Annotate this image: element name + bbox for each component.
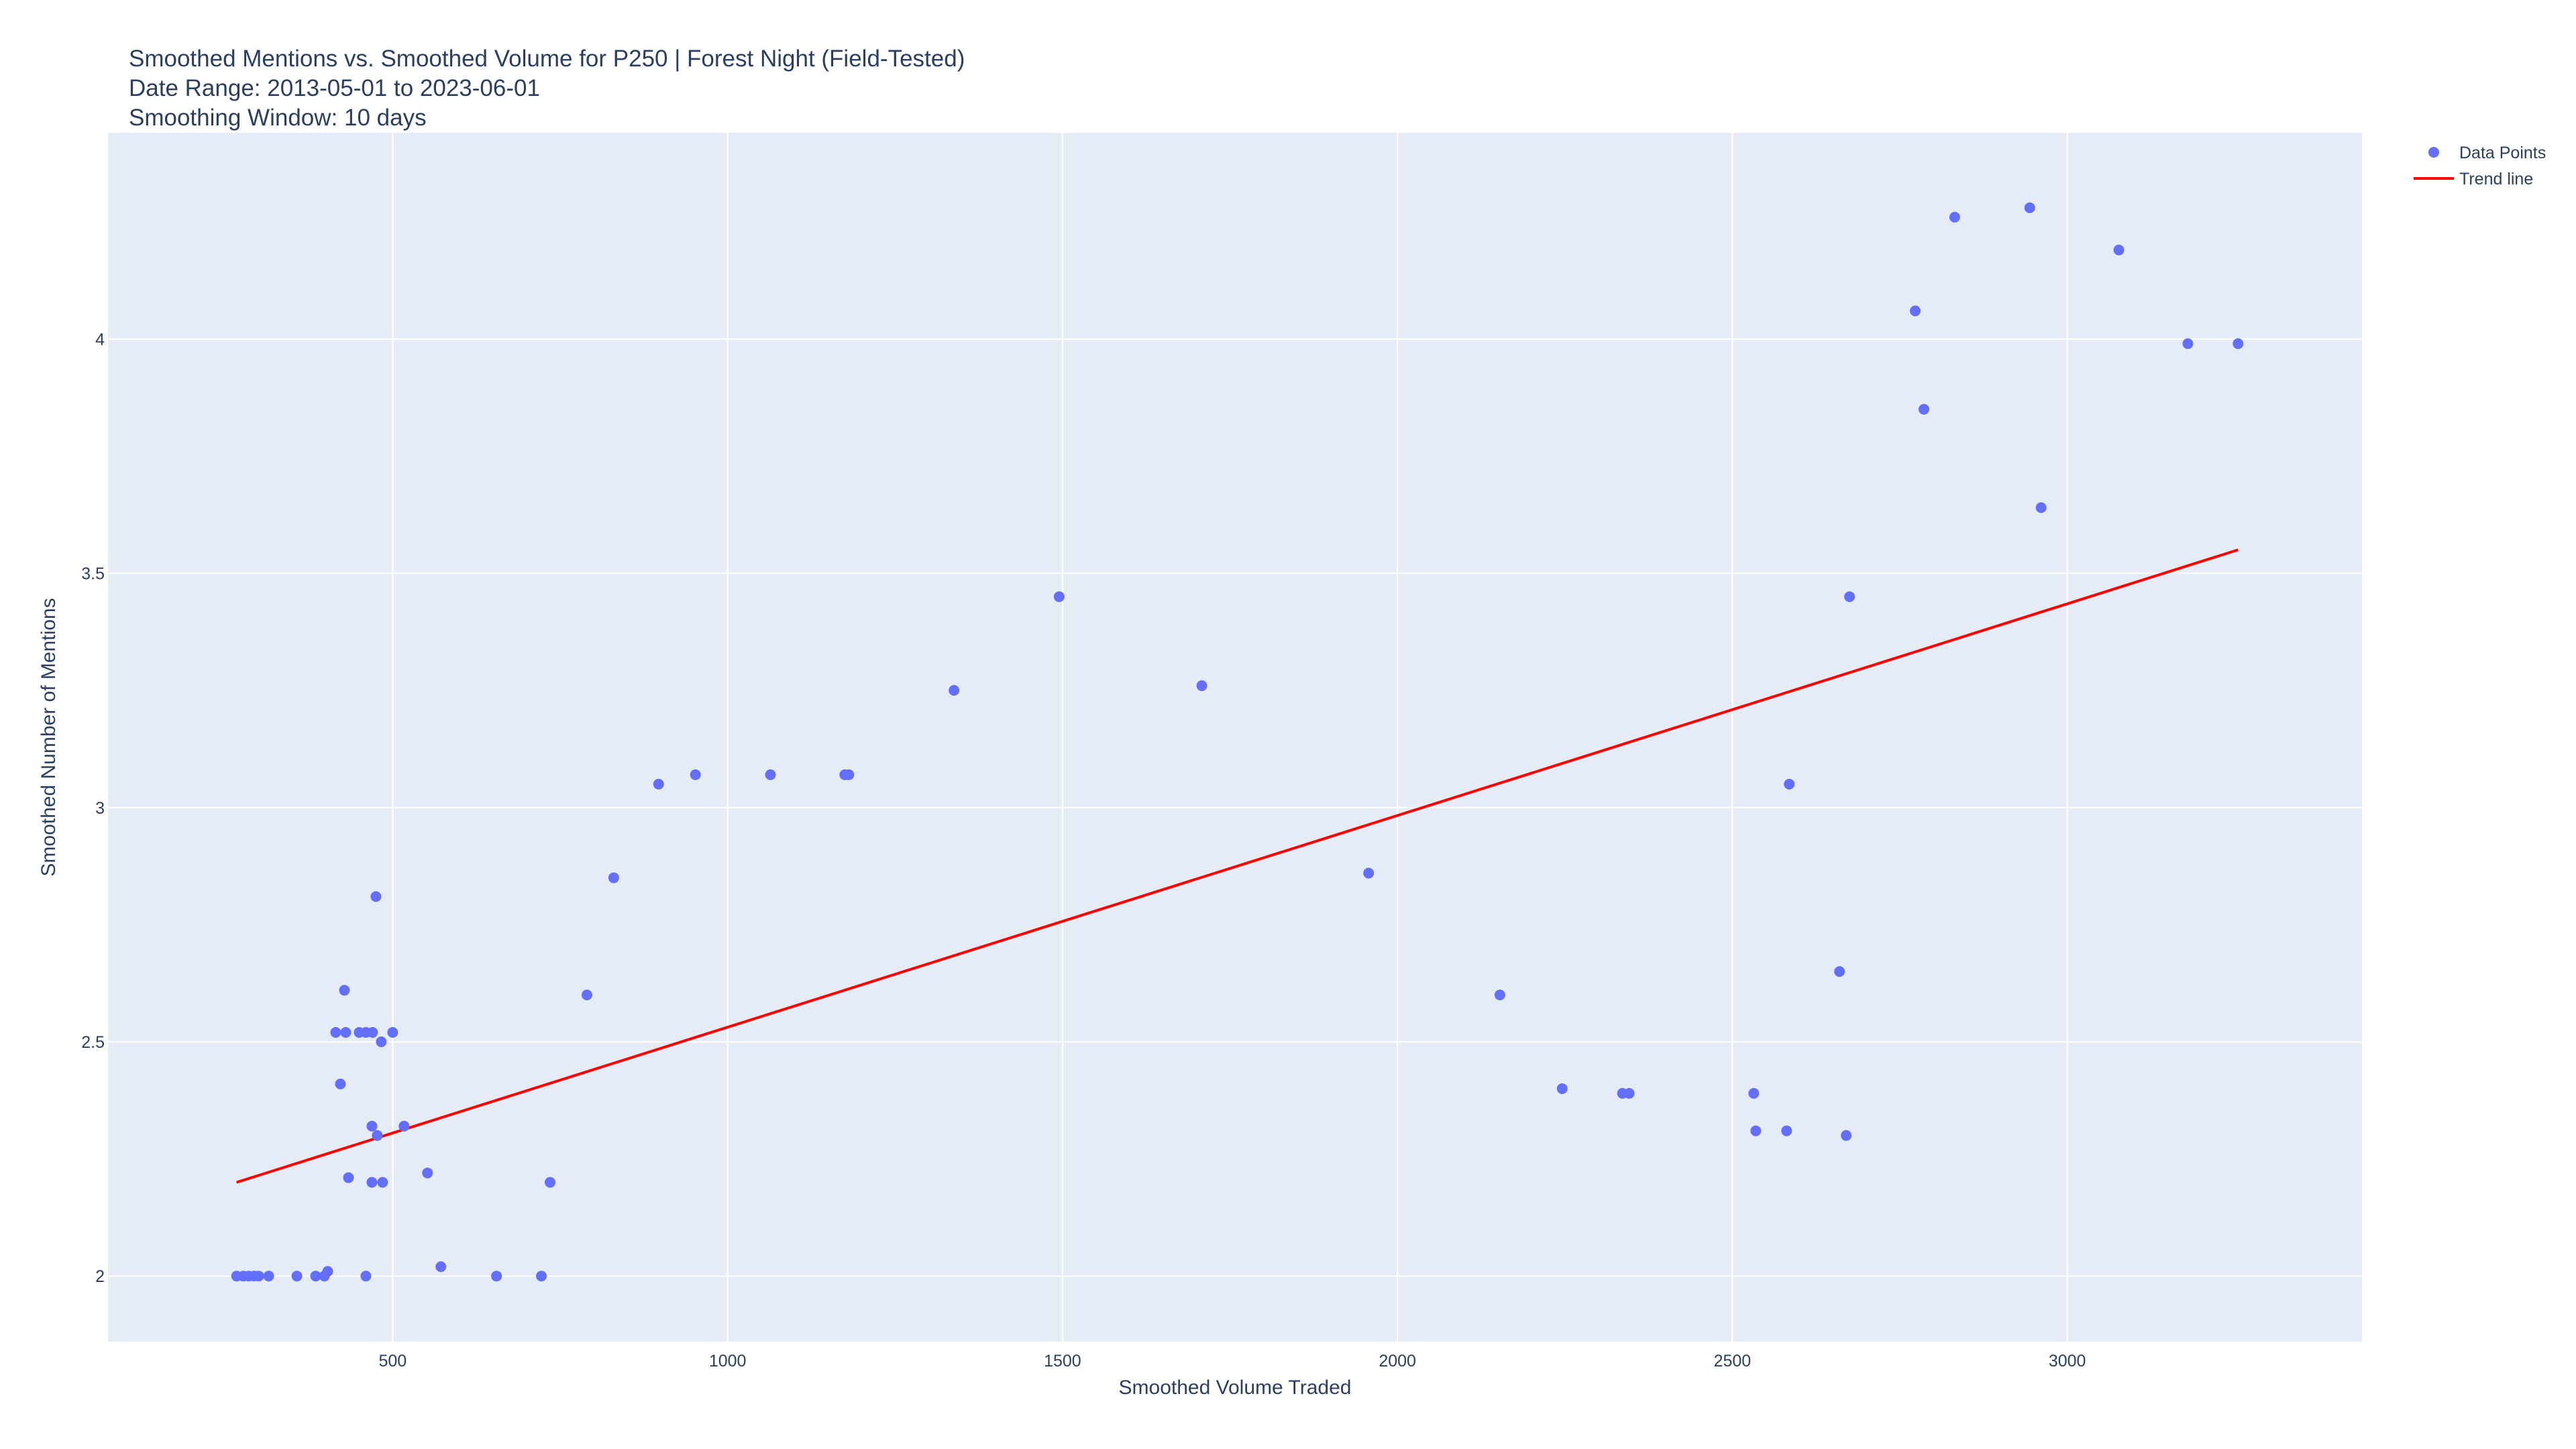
- data-point: [263, 1271, 274, 1282]
- data-point: [310, 1271, 321, 1282]
- data-point: [1918, 404, 1929, 415]
- y-tick-label: 4: [95, 330, 105, 349]
- data-point: [1494, 989, 1505, 1001]
- data-point: [370, 891, 382, 902]
- data-point: [1949, 211, 1960, 223]
- data-point: [1844, 591, 1856, 602]
- data-point: [422, 1167, 433, 1179]
- data-point: [2024, 202, 2035, 213]
- data-point: [949, 685, 960, 696]
- data-point: [340, 1027, 352, 1038]
- data-point: [339, 985, 350, 996]
- x-tick-label: 2500: [1714, 1352, 1752, 1371]
- trend-line-layer: [236, 548, 2239, 1184]
- data-point: [843, 769, 855, 780]
- data-point: [1834, 966, 1845, 977]
- data-point: [545, 1177, 556, 1188]
- data-point: [2233, 338, 2244, 350]
- data-point: [2035, 502, 2047, 513]
- data-point: [330, 1027, 341, 1038]
- data-point: [387, 1027, 398, 1038]
- y-axis-title: Smoothed Number of Mentions: [38, 598, 60, 876]
- legend-item-trend-line[interactable]: Trend line: [2414, 170, 2533, 189]
- x-tick-label: 500: [379, 1352, 407, 1371]
- data-point: [1841, 1130, 1852, 1141]
- data-point: [367, 1027, 378, 1038]
- data-point: [1784, 778, 1795, 790]
- x-tick-label: 1500: [1044, 1352, 1081, 1371]
- data-point: [491, 1271, 502, 1282]
- x-tick-labels: 500 1000 1500 2000 2500 3000: [379, 1352, 2086, 1371]
- y-tick-label: 2: [95, 1267, 105, 1286]
- data-point: [366, 1177, 378, 1188]
- data-point: [581, 989, 592, 1001]
- data-point: [335, 1078, 346, 1089]
- chart-title: Smoothed Mentions vs. Smoothed Volume fo…: [129, 46, 965, 131]
- data-point: [1750, 1125, 1762, 1136]
- data-point: [1363, 867, 1375, 879]
- data-point: [253, 1271, 264, 1282]
- y-tick-label: 2.5: [81, 1033, 105, 1052]
- data-point: [536, 1271, 547, 1282]
- title-line-3: Smoothing Window: 10 days: [129, 105, 427, 131]
- data-point: [608, 872, 619, 883]
- data-point: [435, 1261, 447, 1273]
- x-axis-title: Smoothed Volume Traded: [1119, 1377, 1352, 1399]
- data-point: [372, 1130, 383, 1141]
- data-point: [376, 1036, 387, 1047]
- data-point: [690, 769, 701, 780]
- data-point: [343, 1172, 354, 1183]
- y-tick-labels: 2 2.5 3 3.5 4: [81, 330, 105, 1286]
- data-point: [2113, 244, 2125, 256]
- x-tick-label: 2000: [1379, 1352, 1416, 1371]
- data-points-layer: [231, 202, 2244, 1282]
- data-point: [366, 1120, 378, 1132]
- data-point: [1196, 680, 1208, 692]
- legend-label-trend-line: Trend line: [2459, 170, 2533, 189]
- legend[interactable]: Data Points Trend line: [2414, 144, 2546, 189]
- legend-item-data-points[interactable]: Data Points: [2428, 144, 2546, 162]
- data-point: [765, 769, 776, 780]
- data-point: [1556, 1083, 1568, 1094]
- legend-label-data-points: Data Points: [2459, 144, 2546, 162]
- data-point: [653, 778, 664, 790]
- data-point: [1909, 305, 1921, 317]
- data-point: [322, 1266, 333, 1277]
- x-tick-label: 1000: [709, 1352, 747, 1371]
- data-point: [1053, 591, 1065, 602]
- data-point: [377, 1177, 388, 1188]
- y-tick-label: 3.5: [81, 565, 105, 584]
- y-tick-label: 3: [95, 799, 105, 818]
- title-line-1: Smoothed Mentions vs. Smoothed Volume fo…: [129, 46, 965, 72]
- legend-marker-data-points: [2428, 147, 2439, 158]
- plot-area: [108, 133, 2362, 1342]
- data-point: [398, 1120, 410, 1132]
- data-point: [2182, 338, 2194, 350]
- data-point: [291, 1271, 303, 1282]
- data-point: [1748, 1087, 1760, 1099]
- title-line-2: Date Range: 2013-05-01 to 2023-06-01: [129, 75, 540, 101]
- gridlines: [108, 133, 2362, 1342]
- data-point: [1781, 1125, 1792, 1136]
- trend-line: [236, 548, 2239, 1184]
- x-tick-label: 3000: [2049, 1352, 2086, 1371]
- data-point: [360, 1271, 372, 1282]
- data-point: [1623, 1087, 1635, 1099]
